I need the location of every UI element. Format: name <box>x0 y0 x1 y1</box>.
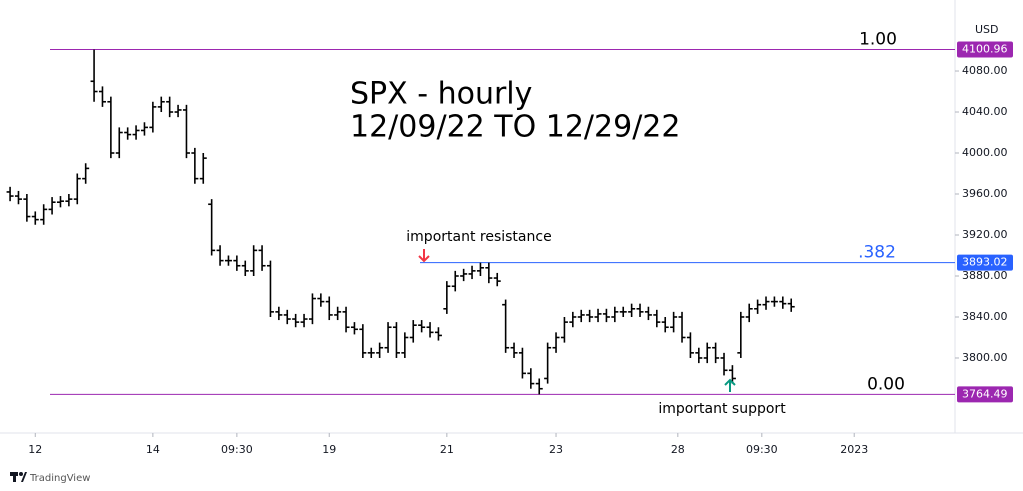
x-tick-label: 09:30 <box>746 443 778 456</box>
annotation: important resistance <box>406 229 551 245</box>
y-tick-label: 3960.00 <box>962 187 1008 200</box>
price-box <box>957 41 1013 58</box>
y-tick-label: 4000.00 <box>962 146 1008 159</box>
price-box-label: 3764.49 <box>962 387 1008 400</box>
annotation-arrow <box>418 249 430 263</box>
level-label: 0.00 <box>867 374 905 394</box>
annotation: important support <box>658 401 786 417</box>
y-tick-label: 4080.00 <box>962 64 1008 77</box>
annotation-arrow <box>724 378 736 392</box>
y-tick-label: 3800.00 <box>962 351 1008 364</box>
x-tick-label: 23 <box>549 443 563 456</box>
x-tick-label: 14 <box>146 443 160 456</box>
x-tick-label: 28 <box>671 443 685 456</box>
y-tick-label: 3880.00 <box>962 269 1008 282</box>
x-tick-label: 2023 <box>840 443 868 456</box>
logo <box>10 472 27 482</box>
y-tick-label: 3920.00 <box>962 228 1008 241</box>
x-tick-label: 12 <box>28 443 42 456</box>
currency: USD <box>975 23 999 36</box>
x-tick-label: 21 <box>440 443 454 456</box>
x-tick-label: 19 <box>322 443 336 456</box>
chart-title: SPX - hourly <box>350 77 532 112</box>
price-box <box>957 254 1013 271</box>
price-box-label: 4100.96 <box>962 43 1008 56</box>
x-tick-label: 09:30 <box>221 443 253 456</box>
footer: TradingView <box>29 473 90 484</box>
price-box-label: 3893.02 <box>962 256 1008 269</box>
y-tick-label: 3840.00 <box>962 310 1008 323</box>
level-label: .382 <box>858 243 896 263</box>
chart-subtitle: 12/09/22 TO 12/29/22 <box>350 110 680 145</box>
level-label: 1.00 <box>859 30 897 50</box>
y-tick-label: 4040.00 <box>962 105 1008 118</box>
price-box <box>957 386 1013 403</box>
